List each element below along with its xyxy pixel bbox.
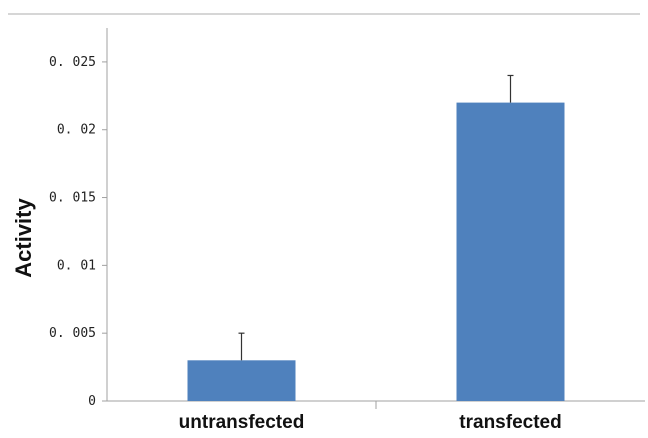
x-axis-category-labels: untransfected transfected	[179, 401, 562, 433]
y-tick-label: 0. 01	[57, 258, 96, 273]
y-tick-label: 0. 015	[49, 191, 96, 206]
y-axis-ticks: 0 0. 005 0. 01 0. 015 0. 02 0. 025	[49, 55, 107, 409]
y-axis-label: Activity	[11, 198, 36, 278]
x-category-label: transfected	[459, 412, 561, 433]
y-tick-label: 0. 025	[49, 55, 96, 70]
y-tick-label: 0. 005	[49, 326, 96, 341]
bars	[187, 74, 565, 401]
y-tick-label: 0. 02	[57, 123, 96, 138]
y-tick-label: 0	[88, 394, 96, 409]
bar-transfected	[456, 102, 565, 401]
x-category-label: untransfected	[179, 412, 305, 433]
bar-untransfected	[187, 360, 296, 401]
